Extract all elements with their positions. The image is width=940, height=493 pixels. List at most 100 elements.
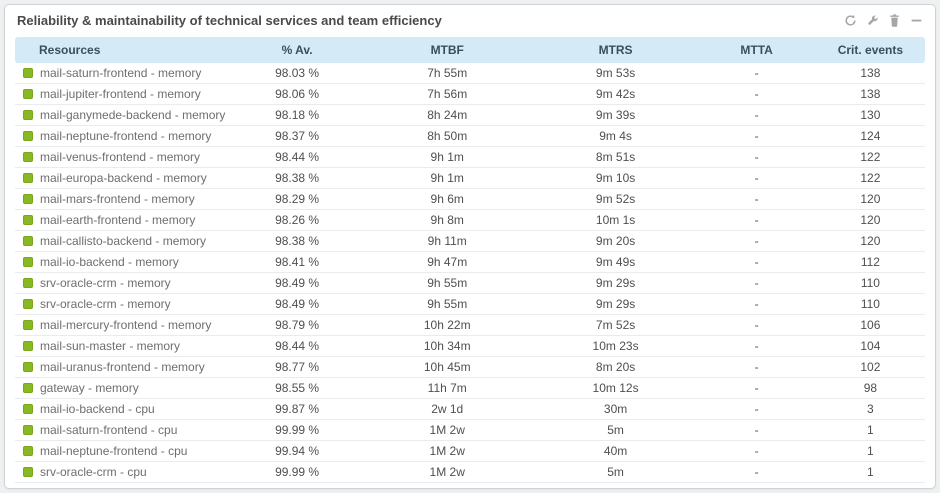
- status-ok-icon: [23, 383, 33, 393]
- resource-name: mail-saturn-frontend - memory: [40, 66, 202, 80]
- resource-cell: mail-sun-master - memory: [15, 335, 234, 357]
- wrench-icon[interactable]: [866, 14, 879, 27]
- mtta-cell: -: [697, 251, 816, 273]
- column-header-availability[interactable]: % Av.: [233, 37, 361, 63]
- crit-events-cell: 122: [815, 167, 925, 189]
- mtbf-cell: 8h 24m: [360, 104, 534, 126]
- mtbf-cell: 8h 50m: [360, 125, 534, 147]
- crit-events-cell: 120: [815, 230, 925, 252]
- crit-events-cell: 3: [815, 398, 925, 420]
- table-row: gateway - memory 98.55 % 11h 7m 10m 12s -98: [15, 377, 925, 399]
- status-ok-icon: [23, 215, 33, 225]
- resource-name: srv-oracle-crm - memory: [40, 276, 171, 290]
- status-ok-icon: [23, 446, 33, 456]
- reliability-table: Resources % Av. MTBF MTRS MTTA Crit. eve…: [15, 37, 925, 483]
- resource-cell: mail-uranus-frontend - memory: [15, 356, 234, 378]
- availability-cell: 99.99 %: [233, 461, 361, 483]
- widget-header: Reliability & maintainability of technic…: [5, 5, 935, 35]
- status-ok-icon: [23, 299, 33, 309]
- status-ok-icon: [23, 362, 33, 372]
- mtbf-cell: 2w 1d: [360, 398, 534, 420]
- mtrs-cell: 9m 49s: [533, 251, 698, 273]
- resource-name: srv-oracle-crm - cpu: [40, 465, 147, 479]
- column-header-mtta[interactable]: MTTA: [697, 37, 816, 63]
- status-ok-icon: [23, 131, 33, 141]
- mtta-cell: -: [697, 398, 816, 420]
- column-header-crit-events[interactable]: Crit. events: [815, 37, 925, 63]
- status-ok-icon: [23, 194, 33, 204]
- mtrs-cell: 7m 52s: [533, 314, 698, 336]
- mtta-cell: -: [697, 230, 816, 252]
- mtbf-cell: 10h 22m: [360, 314, 534, 336]
- mtbf-cell: 9h 11m: [360, 230, 534, 252]
- availability-cell: 99.99 %: [233, 419, 361, 441]
- crit-events-cell: 1: [815, 440, 925, 462]
- mtrs-cell: 9m 42s: [533, 83, 698, 105]
- status-ok-icon: [23, 320, 33, 330]
- resource-name: mail-europa-backend - memory: [40, 171, 207, 185]
- availability-cell: 98.18 %: [233, 104, 361, 126]
- mtta-cell: -: [697, 356, 816, 378]
- mtbf-cell: 1M 2w: [360, 419, 534, 441]
- availability-cell: 99.94 %: [233, 440, 361, 462]
- mtrs-cell: 5m: [533, 419, 698, 441]
- resource-name: mail-mars-frontend - memory: [40, 192, 195, 206]
- mtrs-cell: 40m: [533, 440, 698, 462]
- mtrs-cell: 9m 53s: [533, 63, 698, 84]
- mtrs-cell: 10m 12s: [533, 377, 698, 399]
- mtbf-cell: 9h 55m: [360, 293, 534, 315]
- minimize-icon[interactable]: [910, 14, 923, 27]
- resource-cell: mail-callisto-backend - memory: [15, 230, 234, 252]
- mtta-cell: -: [697, 125, 816, 147]
- table-row: mail-venus-frontend - memory 98.44 % 9h 1m…: [15, 146, 925, 168]
- resource-name: mail-sun-master - memory: [40, 339, 181, 353]
- table-row: mail-ganymede-backend - memory 98.18 % 8h …: [15, 104, 925, 126]
- table-row: mail-saturn-frontend - memory 98.03 % 7h 5…: [15, 63, 925, 84]
- mtrs-cell: 8m 51s: [533, 146, 698, 168]
- column-header-mtrs[interactable]: MTRS: [533, 37, 698, 63]
- mtrs-cell: 30m: [533, 398, 698, 420]
- widget-panel: Reliability & maintainability of technic…: [4, 4, 936, 489]
- mtbf-cell: 9h 1m: [360, 167, 534, 189]
- status-ok-icon: [23, 425, 33, 435]
- resource-name: mail-venus-frontend - memory: [40, 150, 201, 164]
- resource-name: mail-neptune-frontend - memory: [40, 129, 212, 143]
- resource-cell: mail-venus-frontend - memory: [15, 146, 234, 168]
- resource-name: mail-mercury-frontend - memory: [40, 318, 212, 332]
- resource-name: mail-earth-frontend - memory: [40, 213, 196, 227]
- crit-events-cell: 130: [815, 104, 925, 126]
- mtrs-cell: 9m 52s: [533, 188, 698, 210]
- resource-cell: mail-neptune-frontend - cpu: [15, 440, 234, 462]
- resource-name: mail-neptune-frontend - cpu: [40, 444, 188, 458]
- table-row: mail-mars-frontend - memory 98.29 % 9h 6m 9…: [15, 188, 925, 210]
- resource-cell: srv-oracle-crm - cpu: [15, 461, 234, 483]
- widget-title: Reliability & maintainability of technic…: [17, 13, 442, 28]
- table-row: mail-uranus-frontend - memory 98.77 % 10h …: [15, 356, 925, 378]
- mtbf-cell: 9h 55m: [360, 272, 534, 294]
- trash-icon[interactable]: [888, 14, 901, 27]
- status-ok-icon: [23, 404, 33, 414]
- availability-cell: 98.37 %: [233, 125, 361, 147]
- resource-name: mail-uranus-frontend - memory: [40, 360, 205, 374]
- column-header-resources[interactable]: Resources: [15, 37, 234, 63]
- mtbf-cell: 9h 1m: [360, 146, 534, 168]
- reliability-table-wrap: Resources % Av. MTBF MTRS MTTA Crit. eve…: [15, 37, 925, 483]
- column-header-mtbf[interactable]: MTBF: [360, 37, 534, 63]
- mtta-cell: -: [697, 83, 816, 105]
- crit-events-cell: 1: [815, 461, 925, 483]
- table-row: mail-saturn-frontend - cpu 99.99 % 1M 2w 5m…: [15, 419, 925, 441]
- mtta-cell: -: [697, 314, 816, 336]
- crit-events-cell: 106: [815, 314, 925, 336]
- crit-events-cell: 120: [815, 209, 925, 231]
- table-row: mail-earth-frontend - memory 98.26 % 9h 8m…: [15, 209, 925, 231]
- table-row: srv-oracle-crm - cpu 99.99 % 1M 2w 5m -1: [15, 461, 925, 483]
- mtta-cell: -: [697, 293, 816, 315]
- crit-events-cell: 1: [815, 419, 925, 441]
- resource-name: mail-ganymede-backend - memory: [40, 108, 226, 122]
- mtbf-cell: 1M 2w: [360, 440, 534, 462]
- refresh-icon[interactable]: [844, 14, 857, 27]
- table-row: srv-oracle-crm - memory 98.49 % 9h 55m 9m 2…: [15, 293, 925, 315]
- table-row: mail-sun-master - memory 98.44 % 10h 34m 10…: [15, 335, 925, 357]
- crit-events-cell: 138: [815, 63, 925, 84]
- availability-cell: 99.87 %: [233, 398, 361, 420]
